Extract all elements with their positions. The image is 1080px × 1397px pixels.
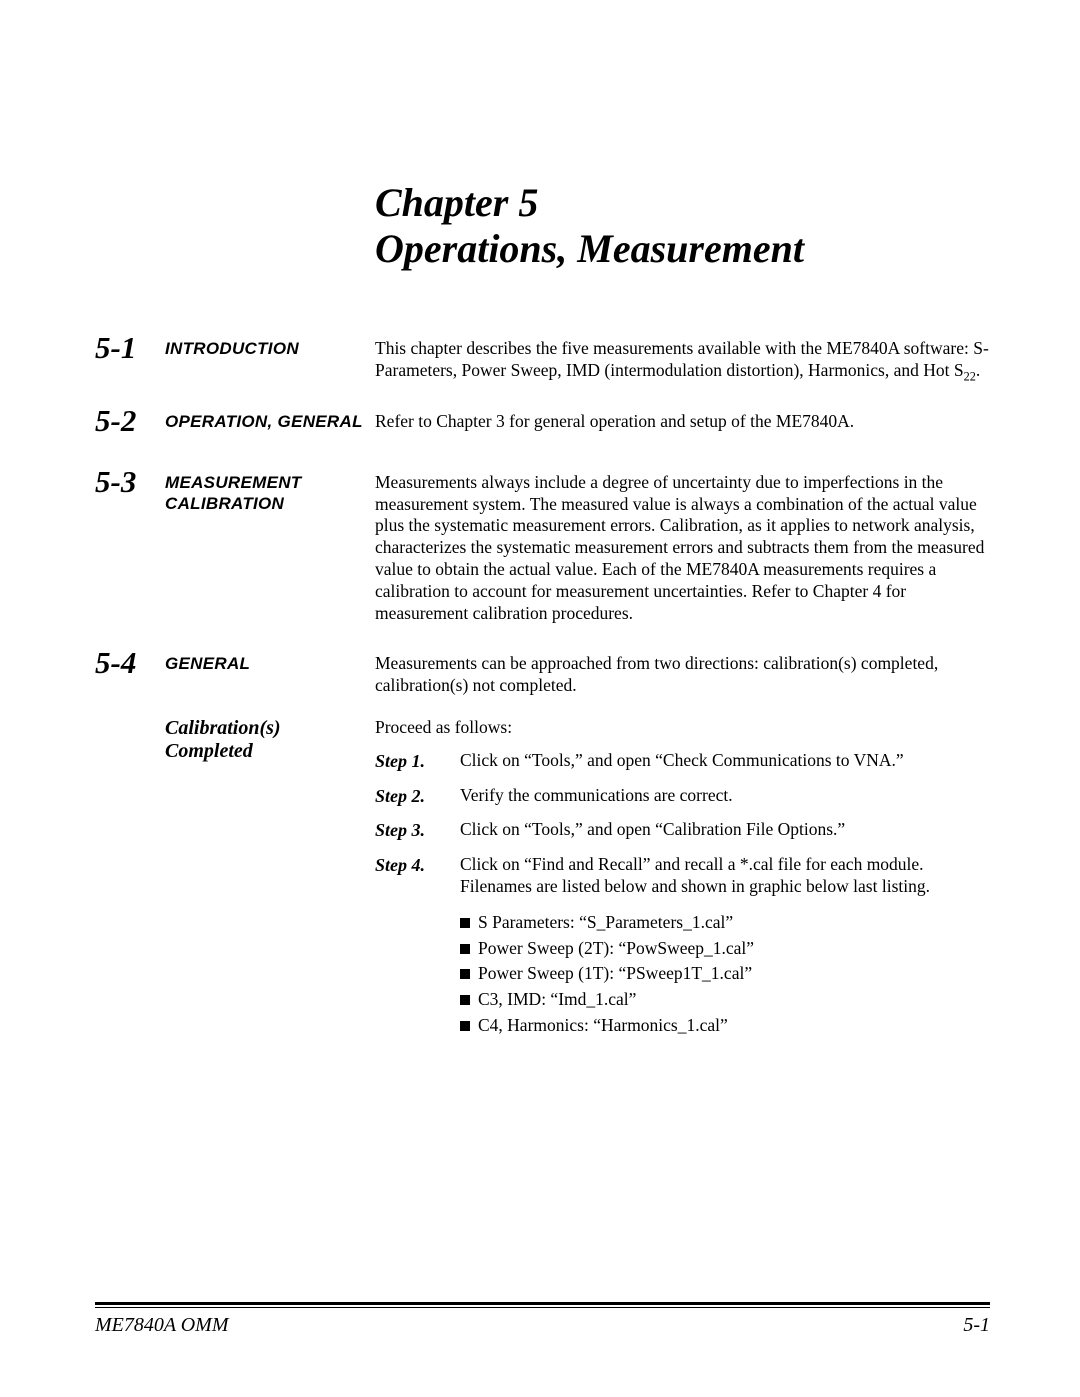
step-2: Step 2. Verify the communications are co… xyxy=(375,785,990,808)
section-number: 5-2 xyxy=(95,405,165,436)
bullet-square-icon xyxy=(460,1021,470,1031)
section-heading: OPERATION, GENERAL xyxy=(165,405,375,432)
list-item: C3, IMD: “Imd_1.cal” xyxy=(460,989,990,1011)
list-item: Power Sweep (2T): “PowSweep_1.cal” xyxy=(460,938,990,960)
chapter-line-1: Chapter 5 xyxy=(375,180,990,226)
footer-right: 5-1 xyxy=(963,1314,990,1337)
section-heading: MEASUREMENT CALIBRATION xyxy=(165,466,375,515)
page-footer: ME7840A OMM 5-1 xyxy=(95,1302,990,1337)
section-5-2: 5-2 OPERATION, GENERAL Refer to Chapter … xyxy=(95,405,990,436)
page: Chapter 5 Operations, Measurement 5-1 IN… xyxy=(0,0,1080,1397)
step-3: Step 3. Click on “Tools,” and open “Cali… xyxy=(375,819,990,842)
section-heading: INTRODUCTION xyxy=(165,332,375,359)
step-label: Step 4. xyxy=(375,854,460,877)
file-name: Power Sweep (2T): “PowSweep_1.cal” xyxy=(478,938,754,960)
section-number: 5-3 xyxy=(95,466,165,497)
subsection-heading: Calibration(s) Completed xyxy=(165,717,375,763)
chapter-line-2: Operations, Measurement xyxy=(375,226,990,272)
subsection-intro: Proceed as follows: xyxy=(375,717,990,739)
section-body: Measurements can be approached from two … xyxy=(375,647,990,697)
list-item: C4, Harmonics: “Harmonics_1.cal” xyxy=(460,1015,990,1037)
step-1: Step 1. Click on “Tools,” and open “Chec… xyxy=(375,750,990,773)
step-text: Click on “Tools,” and open “Check Commun… xyxy=(460,750,990,772)
list-item: S Parameters: “S_Parameters_1.cal” xyxy=(460,912,990,934)
step-text: Click on “Find and Recall” and recall a … xyxy=(460,854,990,898)
footer-left: ME7840A OMM xyxy=(95,1314,229,1337)
section-5-1: 5-1 INTRODUCTION This chapter describes … xyxy=(95,332,990,385)
file-name: S Parameters: “S_Parameters_1.cal” xyxy=(478,912,733,934)
file-list: S Parameters: “S_Parameters_1.cal” Power… xyxy=(460,912,990,1037)
step-label: Step 3. xyxy=(375,819,460,842)
file-name: Power Sweep (1T): “PSweep1T_1.cal” xyxy=(478,963,752,985)
footer-rule-thin xyxy=(95,1307,990,1308)
section-heading: GENERAL xyxy=(165,647,375,674)
list-item: Power Sweep (1T): “PSweep1T_1.cal” xyxy=(460,963,990,985)
file-name: C4, Harmonics: “Harmonics_1.cal” xyxy=(478,1015,728,1037)
step-4: Step 4. Click on “Find and Recall” and r… xyxy=(375,854,990,898)
section-number: 5-1 xyxy=(95,332,165,363)
section-5-3: 5-3 MEASUREMENT CALIBRATION Measurements… xyxy=(95,466,990,625)
step-text: Verify the communications are correct. xyxy=(460,785,990,807)
subsection-heading-line-1: Calibration(s) xyxy=(165,717,375,740)
step-label: Step 2. xyxy=(375,785,460,808)
section-body: Measurements always include a degree of … xyxy=(375,466,990,625)
chapter-title: Chapter 5 Operations, Measurement xyxy=(375,180,990,272)
bullet-square-icon xyxy=(460,944,470,954)
footer-line: ME7840A OMM 5-1 xyxy=(95,1314,990,1337)
subsection-heading-line-2: Completed xyxy=(165,740,375,763)
bullet-square-icon xyxy=(460,918,470,928)
subsection-calibrations-completed: Calibration(s) Completed Proceed as foll… xyxy=(95,717,990,1042)
section-number: 5-4 xyxy=(95,647,165,678)
section-5-4: 5-4 GENERAL Measurements can be approach… xyxy=(95,647,990,697)
step-label: Step 1. xyxy=(375,750,460,773)
step-text: Click on “Tools,” and open “Calibration … xyxy=(460,819,990,841)
subsection-body: Proceed as follows: Step 1. Click on “To… xyxy=(375,717,990,1042)
bullet-square-icon xyxy=(460,969,470,979)
section-body: This chapter describes the five measurem… xyxy=(375,332,990,385)
bullet-square-icon xyxy=(460,995,470,1005)
section-body: Refer to Chapter 3 for general operation… xyxy=(375,405,990,433)
footer-rule-thick xyxy=(95,1302,990,1305)
file-name: C3, IMD: “Imd_1.cal” xyxy=(478,989,636,1011)
